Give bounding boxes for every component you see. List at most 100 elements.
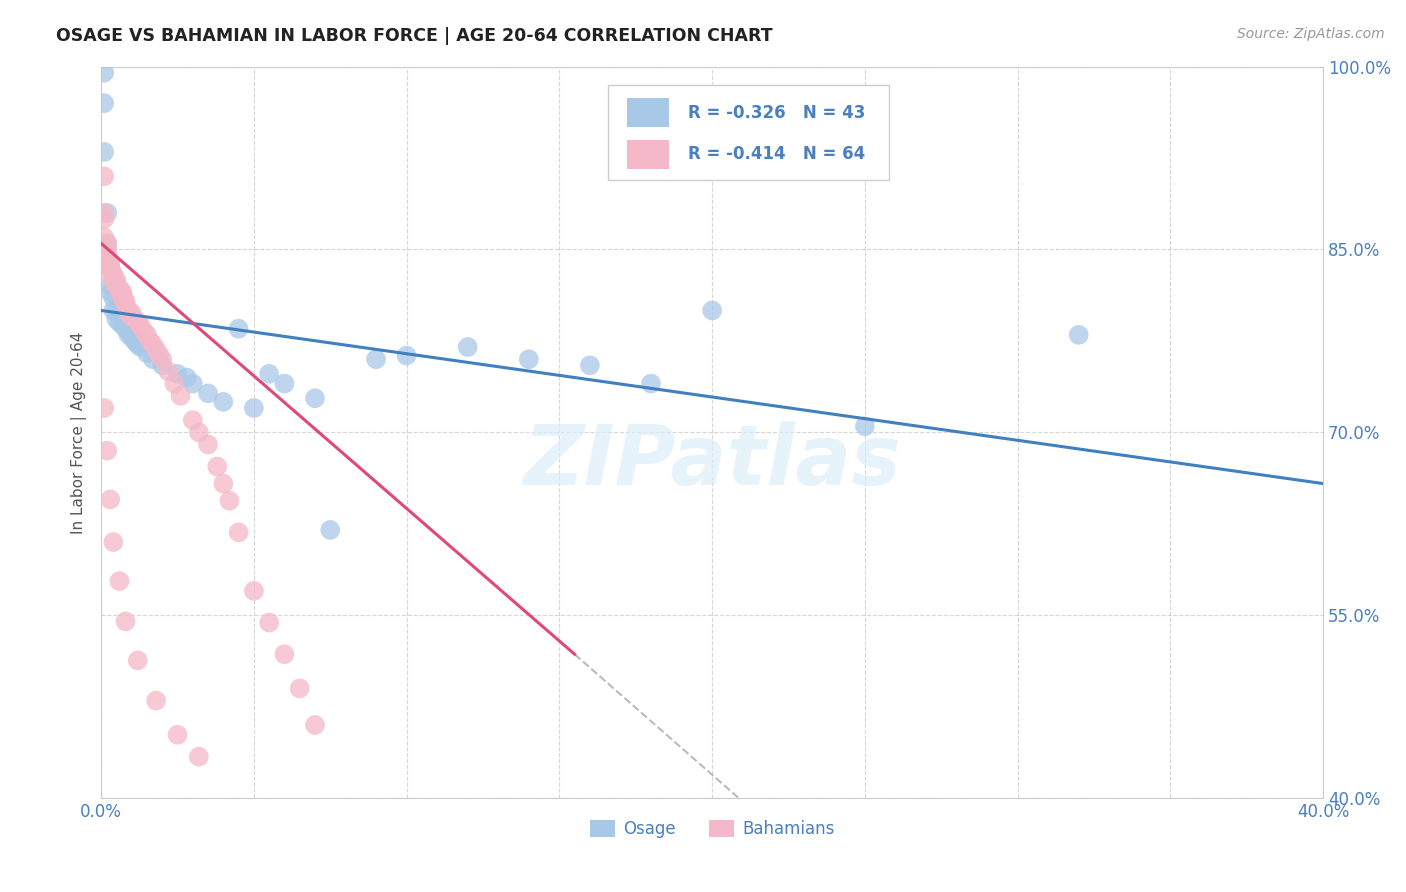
Point — [579, 359, 602, 373]
Point — [197, 437, 219, 451]
Point — [93, 230, 115, 244]
Point — [105, 273, 128, 287]
Point — [304, 718, 326, 732]
Point — [121, 330, 143, 344]
Point — [93, 65, 115, 79]
Point — [150, 352, 173, 367]
Point — [142, 352, 165, 367]
Point — [288, 681, 311, 696]
Point — [96, 257, 118, 271]
Point — [319, 523, 342, 537]
Point — [136, 327, 159, 342]
Point — [111, 285, 134, 300]
Point — [243, 583, 266, 598]
Point — [121, 310, 143, 324]
Point — [121, 306, 143, 320]
Point — [98, 279, 121, 293]
Point — [103, 267, 125, 281]
Point — [124, 334, 146, 348]
Point — [148, 347, 170, 361]
Point — [139, 334, 162, 348]
Point — [108, 285, 131, 300]
Point — [96, 443, 118, 458]
Point — [103, 291, 125, 305]
Point — [105, 279, 128, 293]
Point — [150, 359, 173, 373]
Point — [127, 337, 149, 351]
Point — [169, 389, 191, 403]
Point — [103, 303, 125, 318]
Point — [105, 303, 128, 318]
Point — [96, 236, 118, 251]
Point — [96, 206, 118, 220]
Point — [96, 236, 118, 251]
Point — [257, 615, 280, 630]
Point — [700, 303, 723, 318]
Point — [187, 749, 209, 764]
FancyBboxPatch shape — [627, 140, 669, 169]
Point — [205, 459, 228, 474]
Point — [129, 319, 152, 334]
Point — [93, 206, 115, 220]
Point — [218, 493, 240, 508]
Point — [103, 269, 125, 284]
Point — [108, 281, 131, 295]
Point — [166, 367, 188, 381]
Point — [273, 376, 295, 391]
Point — [93, 401, 115, 415]
Point — [163, 376, 186, 391]
Point — [114, 297, 136, 311]
Text: Source: ZipAtlas.com: Source: ZipAtlas.com — [1237, 27, 1385, 41]
FancyBboxPatch shape — [609, 85, 890, 180]
Point — [157, 364, 180, 378]
Point — [111, 289, 134, 303]
Point — [96, 249, 118, 263]
Point — [127, 316, 149, 330]
Point — [111, 318, 134, 332]
Point — [1067, 327, 1090, 342]
Point — [114, 293, 136, 308]
Point — [145, 343, 167, 357]
Point — [132, 324, 155, 338]
Point — [181, 413, 204, 427]
Point — [111, 291, 134, 305]
Point — [117, 327, 139, 342]
Point — [257, 367, 280, 381]
Point — [103, 535, 125, 549]
Point — [212, 476, 235, 491]
Point — [181, 376, 204, 391]
Point — [395, 349, 418, 363]
Point — [117, 306, 139, 320]
Point — [96, 254, 118, 268]
Text: OSAGE VS BAHAMIAN IN LABOR FORCE | AGE 20-64 CORRELATION CHART: OSAGE VS BAHAMIAN IN LABOR FORCE | AGE 2… — [56, 27, 773, 45]
Point — [105, 277, 128, 291]
Point — [853, 419, 876, 434]
Point — [98, 492, 121, 507]
Point — [124, 312, 146, 326]
Point — [103, 273, 125, 287]
Point — [304, 391, 326, 405]
Point — [96, 243, 118, 257]
Point — [136, 346, 159, 360]
Point — [105, 312, 128, 326]
Point — [93, 145, 115, 159]
Point — [114, 322, 136, 336]
Point — [98, 267, 121, 281]
Point — [187, 425, 209, 440]
Text: R = -0.326   N = 43: R = -0.326 N = 43 — [688, 103, 865, 121]
Point — [93, 169, 115, 184]
Text: R = -0.414   N = 64: R = -0.414 N = 64 — [688, 145, 865, 163]
Point — [457, 340, 479, 354]
Point — [98, 257, 121, 271]
Point — [93, 212, 115, 227]
Point — [243, 401, 266, 415]
Point — [197, 386, 219, 401]
Point — [517, 352, 540, 367]
Point — [108, 316, 131, 330]
Legend: Osage, Bahamians: Osage, Bahamians — [583, 814, 841, 845]
Point — [212, 395, 235, 409]
Point — [98, 285, 121, 300]
Point — [228, 525, 250, 540]
Point — [98, 254, 121, 268]
Point — [129, 340, 152, 354]
